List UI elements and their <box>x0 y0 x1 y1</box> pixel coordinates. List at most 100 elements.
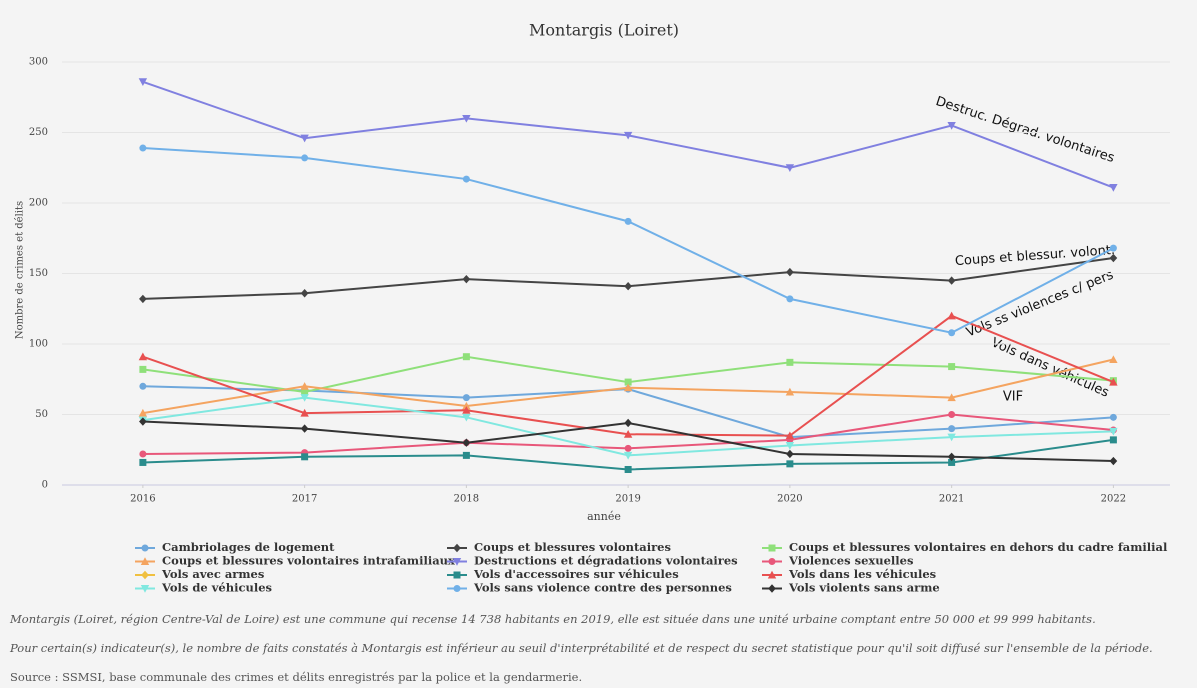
legend-item: Violences sexuelles <box>762 554 913 568</box>
point <box>785 387 795 396</box>
point <box>138 352 148 361</box>
point <box>623 430 633 438</box>
legend-item: Cambriolages de logement <box>135 540 335 554</box>
legend-label: Vols sans violence contre des personnes <box>473 581 732 595</box>
point <box>300 134 309 143</box>
x-tick-label: 2020 <box>777 494 802 505</box>
legend-item: Vols d'accessoires sur véhicules <box>447 567 679 581</box>
point <box>786 358 794 366</box>
point <box>947 121 956 130</box>
point <box>1109 456 1118 466</box>
point <box>624 217 632 225</box>
legend-label: Vols avec armes <box>161 567 264 581</box>
chart-title: Montargis (Loiret) <box>529 21 679 40</box>
point <box>947 452 956 462</box>
point <box>768 558 776 565</box>
footer-text: Montargis (Loiret, région Centre-Val de … <box>9 612 1096 626</box>
point <box>623 131 633 140</box>
point <box>1109 184 1118 192</box>
point <box>141 570 149 580</box>
legend-item: Coups et blessures volontaires <box>447 540 671 554</box>
point <box>785 442 795 450</box>
y-tick-label: 250 <box>29 127 48 138</box>
point <box>624 444 632 452</box>
point <box>462 401 471 410</box>
point <box>786 449 794 459</box>
point <box>623 451 633 460</box>
point <box>138 78 148 86</box>
point <box>947 276 956 285</box>
point <box>139 365 147 373</box>
y-tick-label: 0 <box>42 480 48 491</box>
legend-item: Vols violents sans arme <box>762 581 940 595</box>
y-tick-label: 150 <box>29 268 48 279</box>
point <box>785 431 795 440</box>
legend-label: Coups et blessures volontaires <box>474 540 671 554</box>
point <box>462 274 471 284</box>
legend-label: Vols d'accessoires sur véhicules <box>473 567 679 581</box>
point <box>462 451 470 459</box>
point <box>1109 253 1118 263</box>
point <box>300 289 309 298</box>
point <box>140 557 150 565</box>
point <box>300 382 309 390</box>
point <box>948 329 956 337</box>
point <box>462 114 471 123</box>
legend-label: Vols dans les véhicules <box>788 567 936 581</box>
x-tick-label: 2019 <box>615 494 640 505</box>
x-tick-label: 2017 <box>292 494 317 505</box>
point <box>768 584 776 593</box>
point <box>452 558 462 566</box>
point <box>462 394 470 402</box>
point <box>624 378 632 386</box>
legend-label: Cambriolages de logement <box>162 540 335 554</box>
point <box>624 282 632 291</box>
point <box>139 458 147 466</box>
point <box>948 411 956 419</box>
point <box>301 388 309 396</box>
point <box>453 543 461 553</box>
point <box>785 164 795 172</box>
point <box>948 458 956 466</box>
legend-item: Destructions et dégradations volontaires <box>447 554 738 568</box>
point <box>139 144 147 152</box>
point <box>139 417 147 426</box>
legend-item: Vols sans violence contre des personnes <box>447 581 732 595</box>
x-tick-label: 2022 <box>1101 494 1126 505</box>
point <box>139 450 147 458</box>
y-tick-label: 300 <box>29 57 48 68</box>
point <box>140 585 150 593</box>
series-line <box>142 147 1114 334</box>
point <box>301 154 309 162</box>
point <box>623 383 633 392</box>
point <box>301 453 309 461</box>
point <box>948 363 956 371</box>
point <box>1109 436 1117 444</box>
point <box>786 295 794 303</box>
point <box>139 294 147 304</box>
point <box>453 571 461 579</box>
legend-label: Vols violents sans arme <box>788 581 940 595</box>
x-tick-label: 2021 <box>939 494 964 505</box>
point <box>138 408 148 417</box>
point <box>462 175 470 183</box>
legend-item: Coups et blessures volontaires en dehors… <box>762 540 1168 554</box>
point <box>1109 244 1117 252</box>
y-axis-label: Nombre de crimes et délits <box>15 201 26 339</box>
x-tick-label: 2016 <box>130 494 155 505</box>
legend-item: Vols de véhicules <box>135 581 272 595</box>
point <box>453 585 461 592</box>
annotation: VIF <box>1003 390 1023 405</box>
footer-text: Pour certain(s) indicateur(s), le nombre… <box>9 641 1153 655</box>
point <box>1109 355 1118 364</box>
point <box>1109 377 1118 386</box>
legend-label: Destructions et dégradations volontaires <box>474 554 738 568</box>
point <box>948 425 956 433</box>
point <box>786 267 794 277</box>
point <box>1109 427 1118 436</box>
point <box>462 353 470 361</box>
legend-item: Vols avec armes <box>135 567 264 581</box>
legend-item: Vols dans les véhicules <box>762 567 936 581</box>
y-tick-label: 100 <box>29 339 48 350</box>
